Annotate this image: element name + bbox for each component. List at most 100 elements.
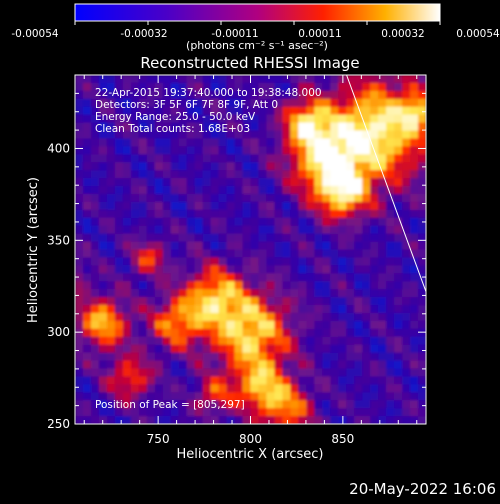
- heatmap-cell: [202, 336, 212, 346]
- heatmap-cell: [290, 241, 299, 251]
- heatmap-cell: [138, 312, 148, 322]
- heatmap-cell: [306, 281, 315, 290]
- heatmap-cell: [354, 154, 363, 163]
- heatmap-cell: [282, 392, 291, 401]
- heatmap-cell: [234, 400, 244, 409]
- heatmap-cell: [98, 352, 108, 362]
- heatmap-cell: [306, 416, 315, 424]
- heatmap-cell: [106, 281, 116, 290]
- heatmap-cell: [402, 82, 411, 92]
- heatmap-cell: [98, 281, 108, 290]
- heatmap-cell: [362, 360, 371, 370]
- heatmap-cell: [274, 233, 284, 243]
- heatmap-cell: [274, 201, 284, 211]
- heatmap-cell: [258, 146, 268, 155]
- heatmap-cell: [178, 281, 188, 290]
- heatmap-cell: [274, 400, 284, 409]
- heatmap-cell: [378, 241, 387, 251]
- heatmap-cell: [290, 328, 299, 338]
- heatmap-cell: [386, 241, 395, 251]
- heatmap-cell: [394, 265, 403, 274]
- heatmap-cell: [98, 320, 108, 330]
- heatmap-cell: [122, 384, 132, 393]
- heatmap-cell: [114, 106, 124, 116]
- heatmap-cell: [186, 178, 196, 187]
- heatmap-cell: [370, 233, 379, 243]
- heatmap-cell: [266, 305, 276, 314]
- heatmap-cell: [170, 122, 180, 132]
- heatmap-cell: [154, 162, 164, 171]
- heatmap-cell: [226, 233, 236, 243]
- heatmap-cell: [242, 400, 252, 409]
- heatmap-cell: [362, 400, 371, 409]
- heatmap-cell: [202, 130, 212, 140]
- heatmap-cell: [82, 122, 92, 132]
- heatmap-cell: [322, 360, 331, 370]
- heatmap-cell: [186, 90, 196, 100]
- heatmap-cell: [242, 170, 252, 179]
- heatmap-cell: [322, 416, 331, 424]
- heatmap-cell: [90, 297, 100, 306]
- heatmap-cell: [218, 289, 228, 298]
- heatmap-cell: [330, 106, 339, 116]
- heatmap-cell: [258, 209, 268, 219]
- heatmap-cell: [218, 265, 228, 274]
- heatmap-cell: [210, 114, 220, 124]
- heatmap-cell: [330, 376, 339, 385]
- heatmap-cell: [266, 154, 276, 163]
- heatmap-cell: [154, 305, 164, 314]
- heatmap-cell: [410, 162, 419, 171]
- heatmap-cell: [82, 201, 92, 211]
- heatmap-cell: [178, 384, 188, 393]
- heatmap-cell: [218, 98, 228, 108]
- heatmap-cell: [242, 193, 252, 203]
- heatmap-cell: [274, 193, 284, 203]
- heatmap-cell: [306, 312, 315, 322]
- heatmap-cell: [298, 114, 307, 124]
- heatmap-cell: [90, 265, 100, 274]
- heatmap-cell: [186, 209, 196, 219]
- heatmap-cell: [362, 336, 371, 346]
- heatmap-cell: [226, 384, 236, 393]
- heatmap-cell: [346, 320, 355, 330]
- heatmap-cell: [266, 225, 276, 235]
- heatmap-cell: [298, 225, 307, 235]
- heatmap-cell: [362, 209, 371, 219]
- heatmap-cell: [130, 178, 140, 187]
- heatmap-cell: [234, 106, 244, 116]
- heatmap-cell: [194, 193, 204, 203]
- heatmap-cell: [282, 241, 291, 251]
- heatmap-cell: [338, 376, 347, 385]
- heatmap-cell: [330, 257, 339, 266]
- heatmap-cell: [370, 281, 379, 290]
- heatmap-cell: [234, 193, 244, 203]
- heatmap-cell: [114, 281, 124, 290]
- heatmap-cell: [266, 106, 276, 116]
- heatmap-cell: [154, 368, 164, 378]
- heatmap-cell: [82, 130, 92, 140]
- heatmap-cell: [370, 122, 379, 132]
- heatmap-cell: [378, 162, 387, 171]
- heatmap-cell: [314, 90, 323, 100]
- heatmap-cell: [186, 82, 196, 92]
- heatmap-cell: [330, 336, 339, 346]
- heatmap-cell: [242, 106, 252, 116]
- heatmap-cell: [354, 265, 363, 274]
- heatmap-cell: [162, 408, 172, 417]
- heatmap-cell: [346, 178, 355, 187]
- heatmap-cell: [146, 305, 156, 314]
- heatmap-cell: [138, 130, 148, 140]
- heatmap-cell: [75, 122, 84, 132]
- heatmap-cell: [306, 114, 315, 124]
- heatmap-cell: [290, 186, 299, 195]
- heatmap-cell: [226, 305, 236, 314]
- heatmap-cell: [210, 360, 220, 370]
- heatmap-cell: [138, 281, 148, 290]
- heatmap-cell: [378, 312, 387, 322]
- heatmap-cell: [122, 170, 132, 179]
- heatmap-cell: [330, 384, 339, 393]
- heatmap-cell: [346, 90, 355, 100]
- heatmap-cell: [138, 106, 148, 116]
- heatmap-cell: [90, 130, 100, 140]
- heatmap-cell: [290, 154, 299, 163]
